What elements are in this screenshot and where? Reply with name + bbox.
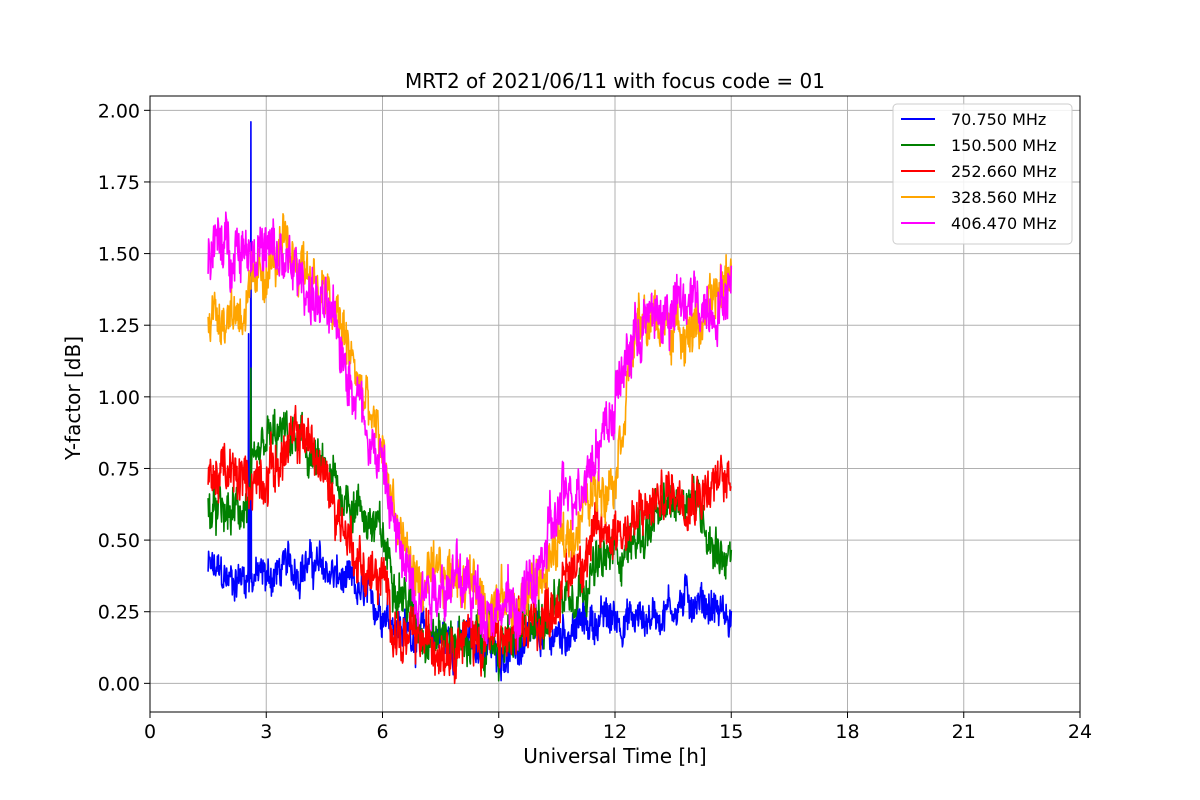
x-tick-label: 18: [835, 721, 859, 743]
x-tick-label: 0: [144, 721, 156, 743]
legend-label: 150.500 MHz: [951, 136, 1056, 155]
x-tick-label: 24: [1068, 721, 1092, 743]
series-line-2: [207, 404, 732, 685]
y-tick-label: 0.75: [98, 458, 140, 480]
y-tick-label: 2.00: [98, 100, 140, 122]
x-axis-label: Universal Time [h]: [523, 744, 706, 768]
chart-title: MRT2 of 2021/06/11 with focus code = 01: [405, 69, 825, 93]
y-axis-label: Y-factor [dB]: [61, 336, 85, 461]
y-tick-label: 1.00: [98, 387, 140, 409]
x-tick-label: 3: [260, 721, 272, 743]
x-tick-label: 21: [952, 721, 976, 743]
series-line-1: [207, 367, 733, 682]
series-line-0: [207, 121, 733, 682]
x-tick-label: 12: [603, 721, 627, 743]
x-tick-label: 15: [719, 721, 743, 743]
y-tick-label: 0.25: [98, 602, 140, 624]
legend-label: 252.660 MHz: [951, 162, 1056, 181]
legend-label: 406.470 MHz: [951, 214, 1056, 233]
series-line-4: [207, 211, 733, 651]
legend-label: 328.560 MHz: [951, 188, 1056, 207]
y-tick-label: 1.50: [98, 244, 140, 266]
plot-area: [149, 95, 1081, 713]
legend: 70.750 MHz 150.500 MHz 252.660 MHz 328.560 …: [892, 103, 1073, 245]
y-tick-label: 1.25: [98, 315, 140, 337]
y-tick-label: 1.75: [98, 172, 140, 194]
legend-label: 70.750 MHz: [951, 110, 1046, 129]
y-tick-label: 0.50: [98, 530, 140, 552]
x-tick-label: 9: [493, 721, 505, 743]
series-layer: [207, 121, 733, 685]
y-axis: 0.00 0.25 0.50 0.75 1.00 1.25 1.50 1.75 2.00: [98, 100, 150, 695]
x-tick-label: 6: [376, 721, 388, 743]
y-tick-label: 0.00: [98, 673, 140, 695]
x-axis: 0 3 6 9 12 15 18 21 24: [144, 712, 1092, 743]
legend-box: [892, 103, 1073, 245]
